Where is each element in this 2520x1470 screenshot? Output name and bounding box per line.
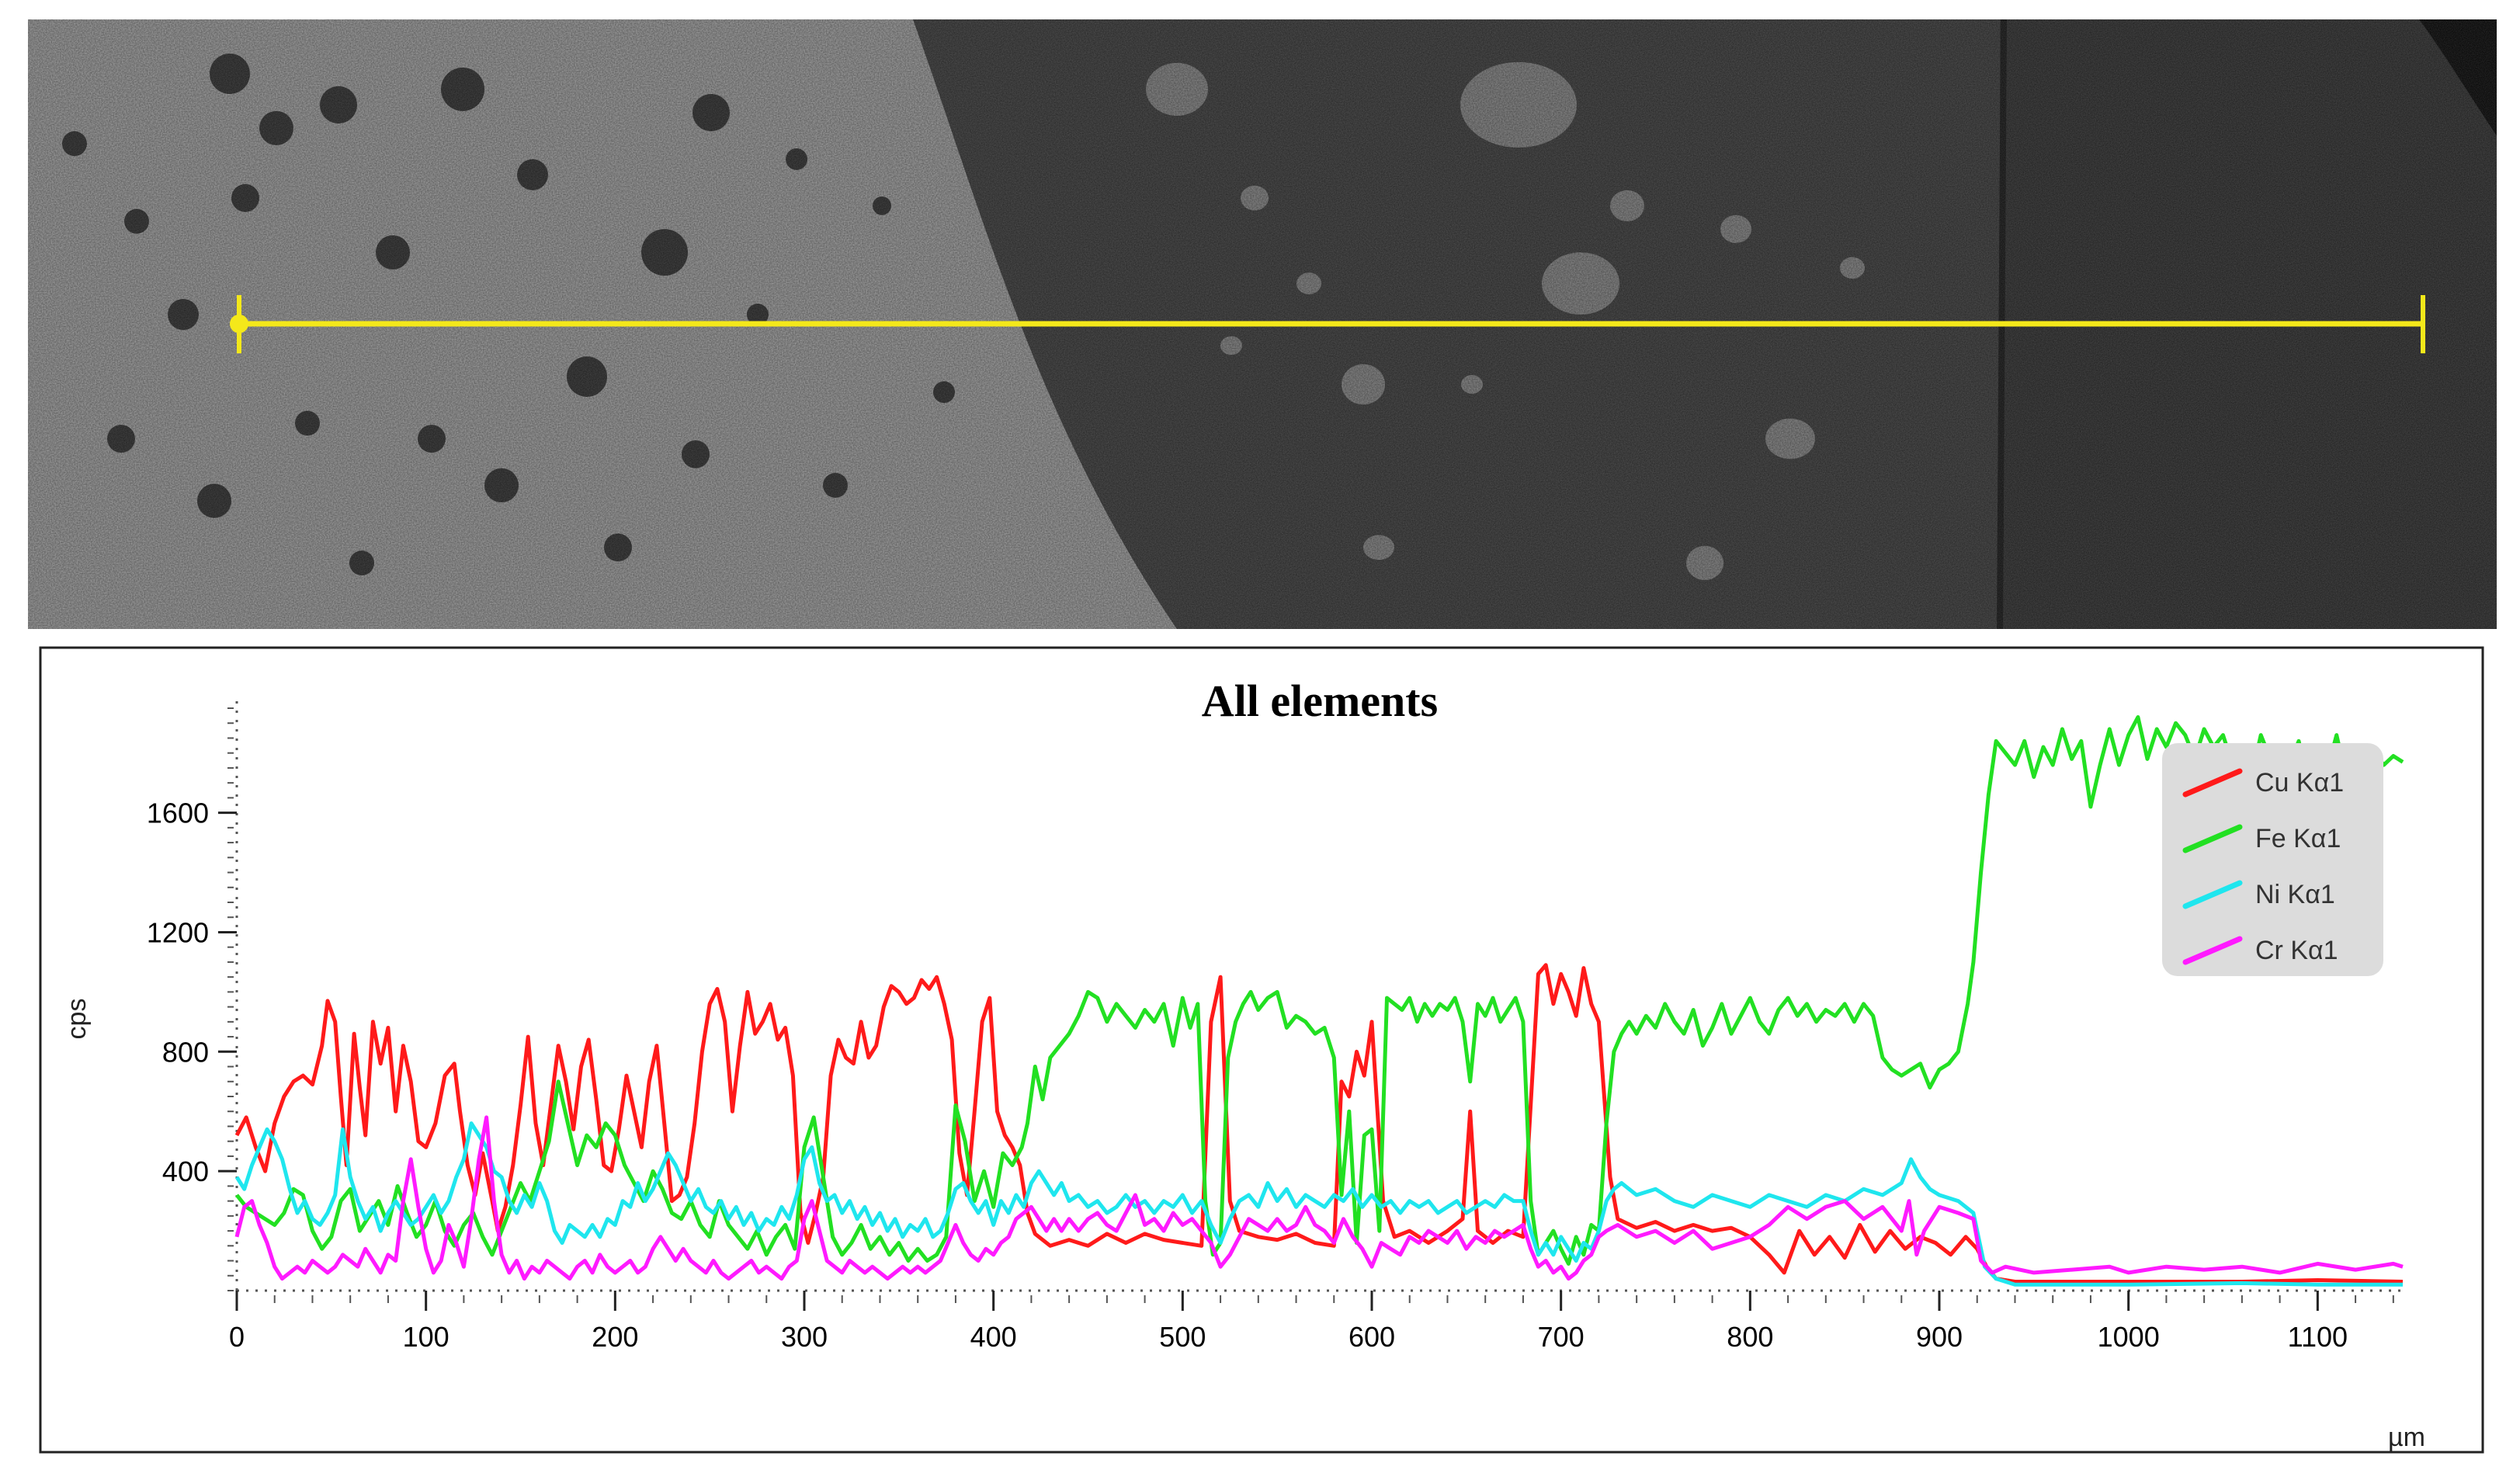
line-scan-chart: All elements cps µm 0 100 200 300 400 500 600 7… [39, 646, 2484, 1454]
legend-swatch-cu [2182, 768, 2243, 798]
legend-swatch-cr [2182, 936, 2243, 965]
x-tick-label: 1100 [2288, 1321, 2348, 1353]
x-tick-label: 700 [1538, 1321, 1585, 1353]
y-tick-label: 400 [162, 1155, 209, 1187]
legend-label-cu: Cu Kα1 [2255, 768, 2344, 798]
legend-swatch-fe [2182, 824, 2243, 853]
chart-frame [39, 646, 2484, 1454]
series-line-fe [235, 715, 2404, 1266]
y-tick-label: 1600 [147, 798, 209, 829]
y-axis-title: cps [62, 999, 92, 1040]
x-tick-label: 1000 [2098, 1321, 2160, 1353]
x-tick-label: 200 [592, 1321, 638, 1353]
legend: Cu Kα1 Fe Kα1 Ni Kα1 Cr Kα1 [2162, 743, 2383, 976]
x-tick-label: 600 [1349, 1321, 1395, 1353]
sem-micrograph [28, 19, 2497, 629]
legend-swatch-ni [2182, 880, 2243, 909]
legend-box [2162, 743, 2383, 976]
x-tick-label: 0 [229, 1321, 245, 1353]
series-lines [234, 715, 2404, 1287]
x-tick-label: 500 [1159, 1321, 1206, 1353]
line-scan-start-marker [230, 315, 248, 333]
x-tick-label: 800 [1727, 1321, 1773, 1353]
x-axis-ticks: 0 100 200 300 400 500 600 700 800 900 1000 1100 [229, 1291, 2394, 1353]
x-tick-label: 400 [970, 1321, 1017, 1353]
legend-label-ni: Ni Kα1 [2255, 880, 2335, 909]
x-tick-label: 100 [403, 1321, 450, 1353]
x-axis-title: µm [2388, 1423, 2425, 1452]
y-tick-label: 1200 [147, 916, 209, 948]
chart-title: All elements [1202, 676, 1438, 726]
legend-label-cr: Cr Kα1 [2255, 936, 2338, 965]
x-tick-label: 300 [781, 1321, 828, 1353]
y-axis-ticks: 400 800 1200 1600 [147, 707, 237, 1291]
x-tick-label: 900 [1916, 1321, 1963, 1353]
legend-label-fe: Fe Kα1 [2255, 824, 2341, 853]
series-line-cr [234, 1115, 2404, 1281]
y-tick-label: 800 [162, 1036, 209, 1068]
legend-items: Cu Kα1 Fe Kα1 Ni Kα1 Cr Kα1 [2182, 768, 2344, 965]
